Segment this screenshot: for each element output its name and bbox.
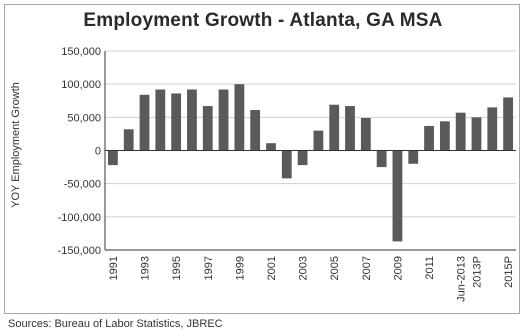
x-tick-label: 1999 [234, 256, 246, 280]
bar-1995 [171, 93, 182, 151]
x-tick-label: 1997 [203, 256, 215, 280]
x-tick-label: 2009 [392, 256, 404, 280]
bar-1992 [123, 129, 134, 151]
y-tick-label: -150,000 [58, 245, 101, 257]
bar-2014P [487, 107, 498, 151]
bar-2011 [424, 125, 434, 151]
x-tick-label: 2015P [503, 256, 515, 288]
x-tick-label: 2007 [361, 256, 373, 280]
bar-1993 [139, 94, 150, 151]
bar-2009 [392, 150, 403, 242]
y-tick-label: 100,000 [61, 79, 101, 91]
x-tick-label: 2001 [266, 256, 278, 280]
y-tick-label: -100,000 [58, 212, 101, 224]
bar-2013P [471, 117, 482, 151]
bar-2015P [503, 97, 513, 151]
y-tick-label: 50,000 [67, 112, 101, 124]
bar-2001 [266, 143, 276, 151]
y-tick-label: 150,000 [61, 46, 101, 58]
bar-2000 [250, 110, 261, 151]
x-tick-label: 1991 [108, 256, 120, 280]
x-tick-label: 2011 [424, 256, 436, 280]
bar-2005 [329, 104, 340, 151]
source-note: Sources: Bureau of Labor Statistics, JBR… [8, 318, 223, 330]
bar-2012 [439, 121, 450, 151]
bar-1998 [218, 89, 229, 151]
x-tick-label: 2003 [298, 256, 310, 280]
bar-2002 [281, 150, 292, 179]
y-tick-label: 0 [95, 146, 101, 158]
y-tick-label: -50,000 [64, 179, 101, 191]
bar-1991 [108, 150, 118, 166]
x-tick-label: 1995 [171, 256, 183, 280]
bar-2010 [408, 150, 419, 164]
bar-2008 [376, 150, 387, 168]
bar-1999 [234, 84, 245, 151]
bar-Jun-2013 [455, 112, 466, 151]
bar-2004 [313, 130, 324, 151]
bar-2003 [297, 150, 308, 166]
bar-2007 [360, 117, 371, 151]
x-tick-label: 2005 [329, 256, 341, 280]
x-tick-label: 2013P [471, 256, 483, 288]
bar-1994 [155, 89, 166, 151]
bar-1996 [187, 89, 197, 151]
bar-1997 [202, 106, 213, 151]
chart-frame [4, 4, 520, 314]
chart-title: Employment Growth - Atlanta, GA MSA [83, 10, 443, 31]
bar-2006 [345, 106, 355, 151]
x-tick-label: 1993 [140, 256, 152, 280]
x-tick-label: Jun-2013 [456, 256, 468, 302]
